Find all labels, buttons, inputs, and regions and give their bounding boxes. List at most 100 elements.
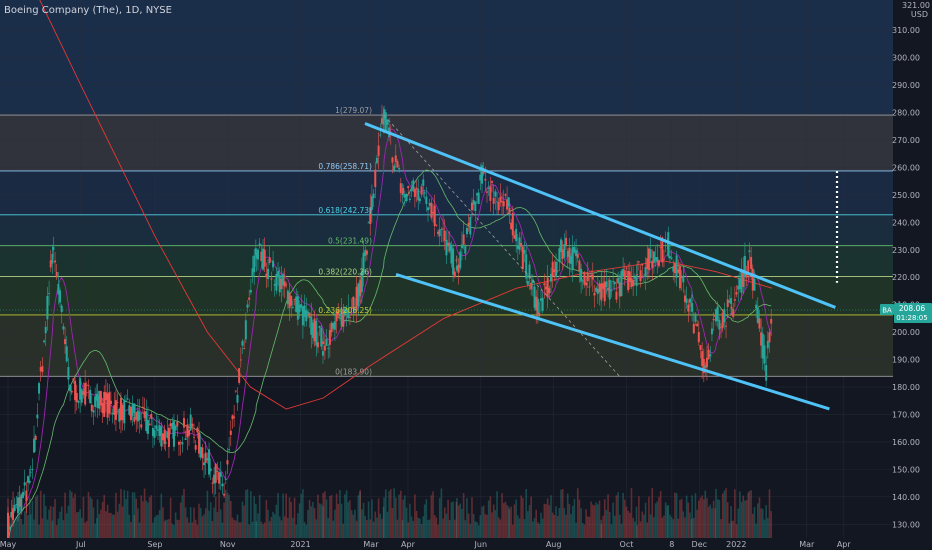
volume-bar: [322, 506, 324, 538]
volume-bar: [138, 522, 141, 538]
candle-body: [607, 287, 610, 290]
volume-bar: [445, 513, 448, 538]
candle-body: [659, 246, 662, 248]
channel-upper-line[interactable]: [364, 122, 836, 309]
volume-bar: [300, 493, 303, 538]
candle-body: [355, 286, 358, 310]
volume-bar: [477, 525, 480, 538]
volume-bar: [125, 498, 127, 538]
candle-body: [423, 192, 426, 194]
volume-bar: [345, 490, 348, 538]
volume-bar: [290, 501, 293, 538]
candle-body: [543, 283, 546, 286]
candle-body: [677, 269, 680, 273]
candle-body: [343, 308, 346, 315]
price-axis[interactable]: 130.00 140.00 150.00 160.00 170.00 180.00 190.…: [892, 0, 932, 550]
candle-body: [282, 274, 285, 286]
candle-body: [184, 438, 187, 440]
volume-bar: [393, 488, 395, 538]
volume-bar: [687, 502, 690, 538]
price-tick-label: 310.00: [892, 26, 920, 35]
volume-bar: [762, 509, 764, 538]
channel-lower-line[interactable]: [395, 273, 830, 411]
candle-body: [553, 269, 556, 273]
volume-bar: [169, 497, 172, 538]
volume-bar: [318, 503, 321, 538]
candle-body: [536, 298, 539, 317]
candle-body: [89, 389, 92, 404]
candle-body: [295, 296, 298, 313]
volume-bar: [466, 498, 468, 538]
volume-bar: [218, 492, 220, 538]
price-tick-label: 140.00: [892, 493, 920, 502]
candle-body: [501, 201, 504, 203]
volume-bar: [128, 514, 131, 538]
volume-bar: [303, 522, 306, 538]
volume-bar: [765, 505, 767, 538]
volume-bar: [228, 494, 230, 538]
candle-body: [525, 254, 528, 279]
volume-bar: [322, 493, 325, 538]
candle-body: [494, 191, 497, 197]
candle-body: [747, 260, 750, 272]
volume-bar: [355, 520, 358, 538]
volume-bar: [575, 522, 577, 538]
volume-bar: [121, 506, 124, 538]
candle-body: [161, 433, 164, 441]
candle-body: [182, 418, 185, 428]
candle-body: [480, 165, 483, 184]
volume-bar: [327, 517, 330, 538]
price-tick-label: 280.00: [892, 109, 920, 118]
candle-body: [262, 248, 265, 270]
candle-body: [124, 400, 127, 402]
time-tick-label: 2022: [726, 540, 746, 549]
candle-body: [270, 278, 273, 280]
price-channel[interactable]: [364, 122, 836, 411]
candle-body: [310, 316, 313, 335]
volume-bar: [198, 503, 200, 538]
candle-body: [738, 278, 741, 289]
volume-bar: [751, 513, 754, 538]
candle-body: [516, 245, 519, 249]
volume-bar: [74, 493, 76, 538]
volume-bar: [586, 516, 589, 538]
candle-body: [709, 354, 712, 357]
candle-body: [437, 231, 440, 234]
candle-body: [273, 284, 276, 286]
candle-body: [48, 293, 51, 295]
volume-bar: [540, 512, 542, 538]
candle-body: [745, 271, 748, 278]
candle-body: [425, 196, 428, 204]
volume-bar: [437, 524, 439, 538]
candle-body: [680, 276, 683, 278]
volume-bar: [401, 519, 404, 538]
volume-bar: [188, 522, 190, 538]
volume-bar: [270, 516, 273, 538]
volume-bar: [147, 502, 149, 538]
candle-body: [661, 237, 664, 263]
candle-body: [116, 402, 119, 404]
time-axis[interactable]: May Jul Sep Nov 2021 Mar Apr Jun Aug Oct 8 Dec 2022 M…: [0, 538, 932, 550]
candle-body: [211, 482, 214, 484]
candle-body: [204, 452, 207, 463]
candle-body: [445, 239, 448, 256]
volume-bar: [443, 507, 446, 538]
candle-body: [668, 256, 671, 259]
fib-bands: [0, 0, 893, 377]
candle-body: [131, 403, 134, 417]
volume-bar: [257, 513, 259, 538]
time-tick-label: May: [0, 540, 17, 549]
volume-bar: [568, 503, 571, 538]
volume-bar: [349, 500, 351, 538]
volume-bar: [158, 509, 161, 538]
candle-body: [191, 423, 194, 427]
volume-bar: [236, 514, 239, 538]
volume-bar: [427, 519, 429, 538]
volume-bar: [696, 509, 698, 538]
candle-body: [560, 239, 563, 252]
candle-body: [79, 378, 82, 400]
candle-body: [158, 425, 161, 436]
volume-bar: [699, 497, 702, 538]
volume-bar: [721, 493, 724, 538]
